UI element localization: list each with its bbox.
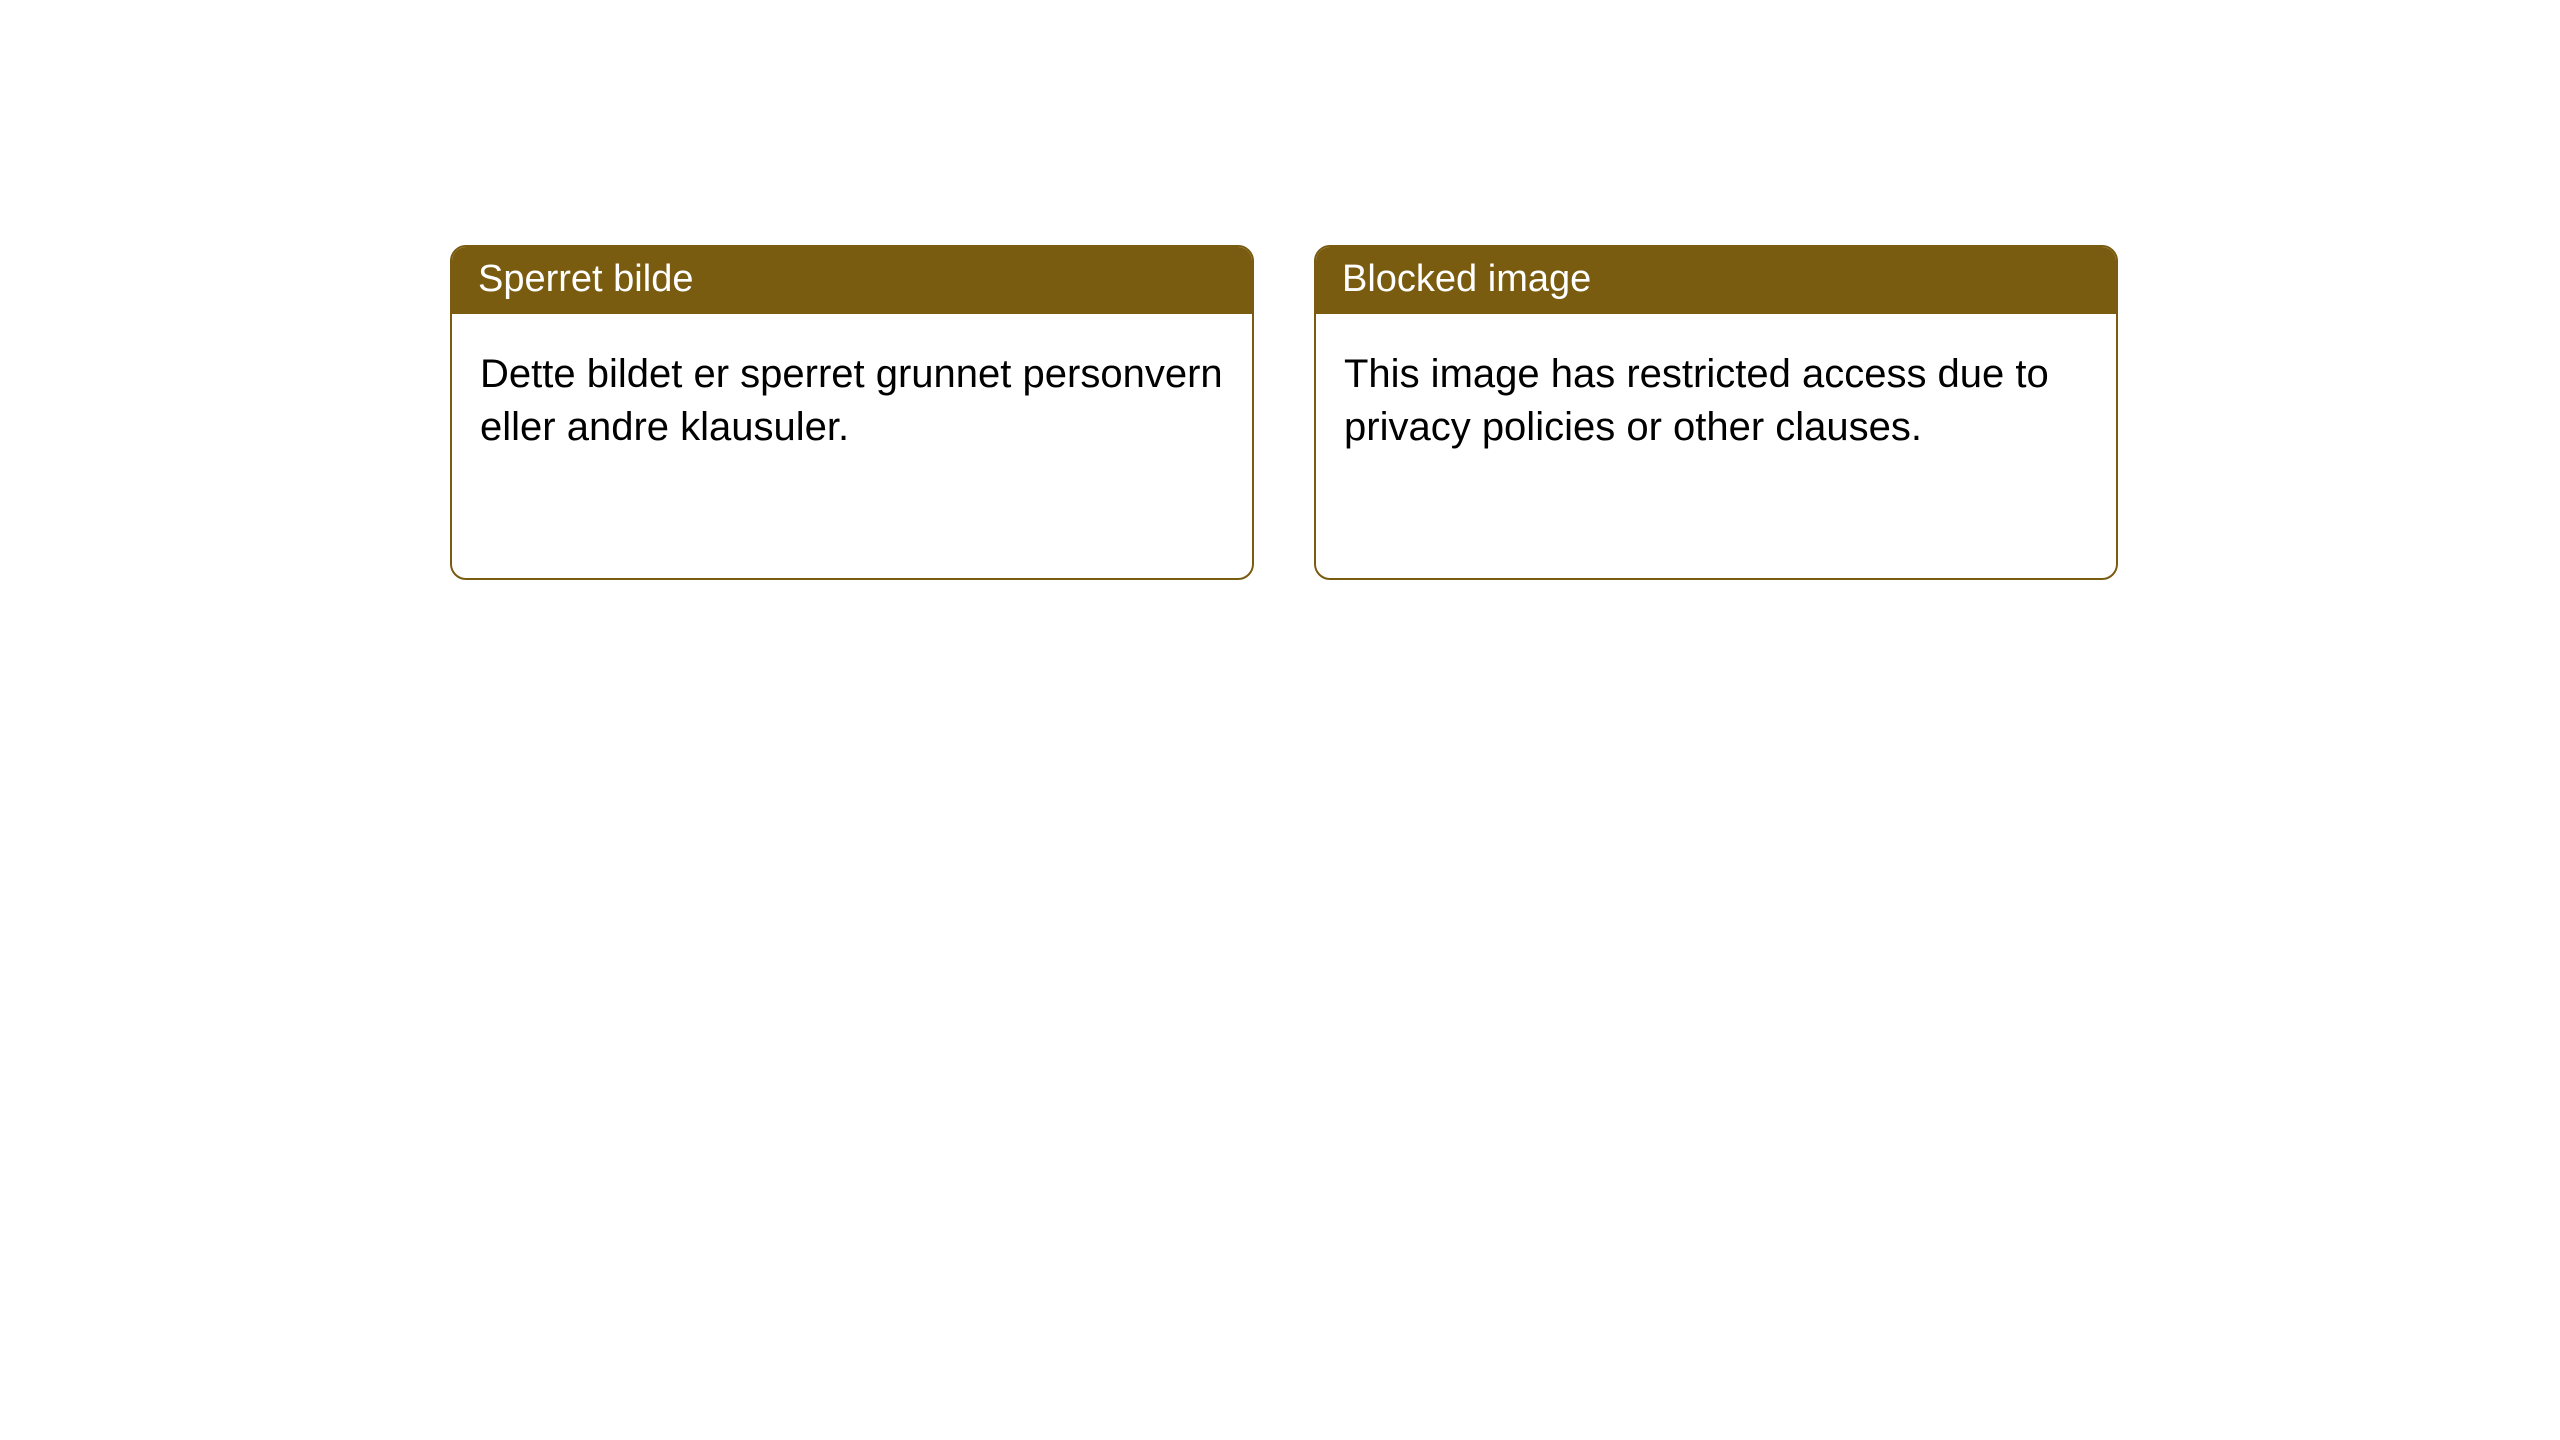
notice-body-no: Dette bildet er sperret grunnet personve… (452, 314, 1252, 482)
notice-card-no: Sperret bilde Dette bildet er sperret gr… (450, 245, 1254, 580)
notice-title-en: Blocked image (1316, 247, 2116, 314)
notice-cards-container: Sperret bilde Dette bildet er sperret gr… (0, 0, 2560, 580)
notice-card-en: Blocked image This image has restricted … (1314, 245, 2118, 580)
notice-body-en: This image has restricted access due to … (1316, 314, 2116, 482)
notice-title-no: Sperret bilde (452, 247, 1252, 314)
